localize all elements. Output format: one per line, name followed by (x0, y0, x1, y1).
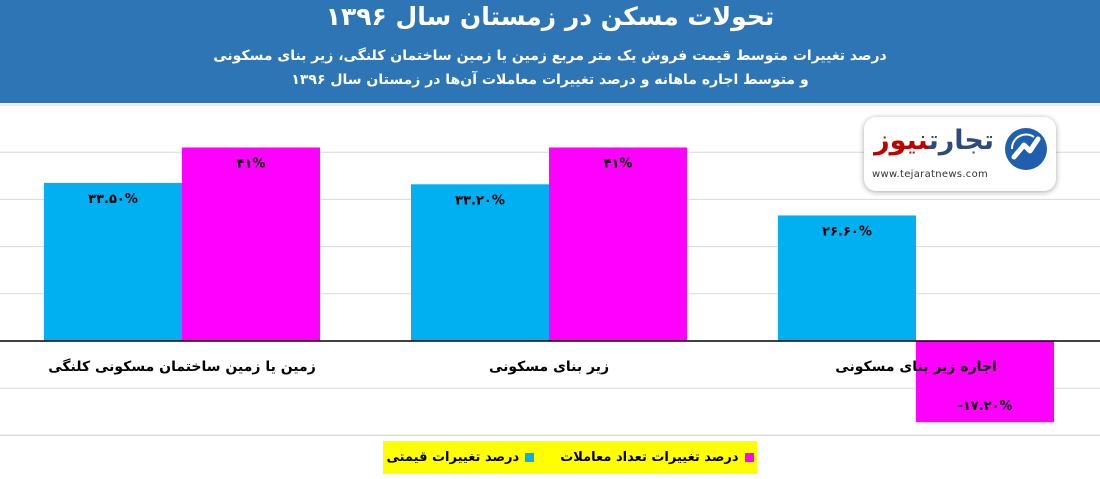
data-label: ۴۱% (237, 156, 266, 171)
legend-swatch-price (525, 453, 535, 462)
data-labels: ۳۳.۵۰% ۳۳.۲۰% ۲۶.۶۰% ۴۱% ۴۱% -۱۷.۲۰% (88, 156, 1012, 414)
bar-transactions-0 (182, 147, 320, 341)
bar-price-1 (411, 184, 549, 341)
logo-text-part1: تجارت (928, 125, 994, 156)
subtitle-line-2: و متوسط اجاره ماهانه و درصد تغییرات معام… (291, 72, 809, 88)
bar-price-2 (778, 215, 916, 341)
category-label: زمین یا زمین ساختمان مسکونی کلنگی (48, 358, 316, 375)
data-label: ۲۶.۶۰% (822, 224, 872, 239)
bars (44, 147, 1054, 423)
logo-wordmark: تجارتنیوز (874, 121, 994, 161)
data-label: ۳۳.۲۰% (455, 193, 505, 208)
data-label: ۳۳.۵۰% (88, 192, 138, 207)
category-label: زیر بنای مسکونی (489, 359, 609, 375)
bar-transactions-2 (916, 341, 1054, 423)
tejaratnews-logo: تجارتنیوز www.tejaratnews.com (864, 117, 1056, 191)
chart-title: تحولات مسکن در زمستان سال ۱۳۹۶ (325, 2, 775, 31)
x-axis (0, 340, 1100, 436)
bar-transactions-1 (549, 147, 687, 341)
logo-mark-icon (1005, 128, 1047, 170)
subtitle-line-1: درصد تغییرات متوسط قیمت فروش یک متر مربع… (213, 48, 887, 64)
bar-price-0 (44, 182, 182, 341)
logo-url: www.tejaratnews.com (872, 169, 989, 180)
legend-label-transactions: درصد تغییرات تعداد معاملات (560, 450, 739, 465)
chart-header: تحولات مسکن در زمستان سال ۱۳۹۶ درصد تغیی… (0, 0, 1100, 103)
data-label: ۴۱% (604, 156, 633, 171)
logo-text-part2: نیوز (874, 125, 929, 156)
legend-item-transactions: درصد تغییرات تعداد معاملات (560, 450, 754, 465)
chart-legend: درصد تغییرات تعداد معاملات درصد تغییرات … (383, 441, 757, 474)
bar-chart: ۳۳.۵۰% ۳۳.۲۰% ۲۶.۶۰% ۴۱% ۴۱% -۱۷.۲۰% زمین یا … (0, 104, 1100, 436)
chart-subtitle: درصد تغییرات متوسط قیمت فروش یک متر مربع… (200, 44, 900, 92)
category-label: اجاره زیر بنای مسکونی (835, 359, 996, 375)
legend-item-price: درصد تغییرات قیمتی (386, 450, 535, 465)
data-label: -۱۷.۲۰% (957, 399, 1012, 414)
legend-swatch-transactions (744, 453, 754, 462)
legend-label-price: درصد تغییرات قیمتی (386, 450, 520, 465)
category-labels: زمین یا زمین ساختمان مسکونی کلنگی زیر بنا… (48, 358, 996, 375)
